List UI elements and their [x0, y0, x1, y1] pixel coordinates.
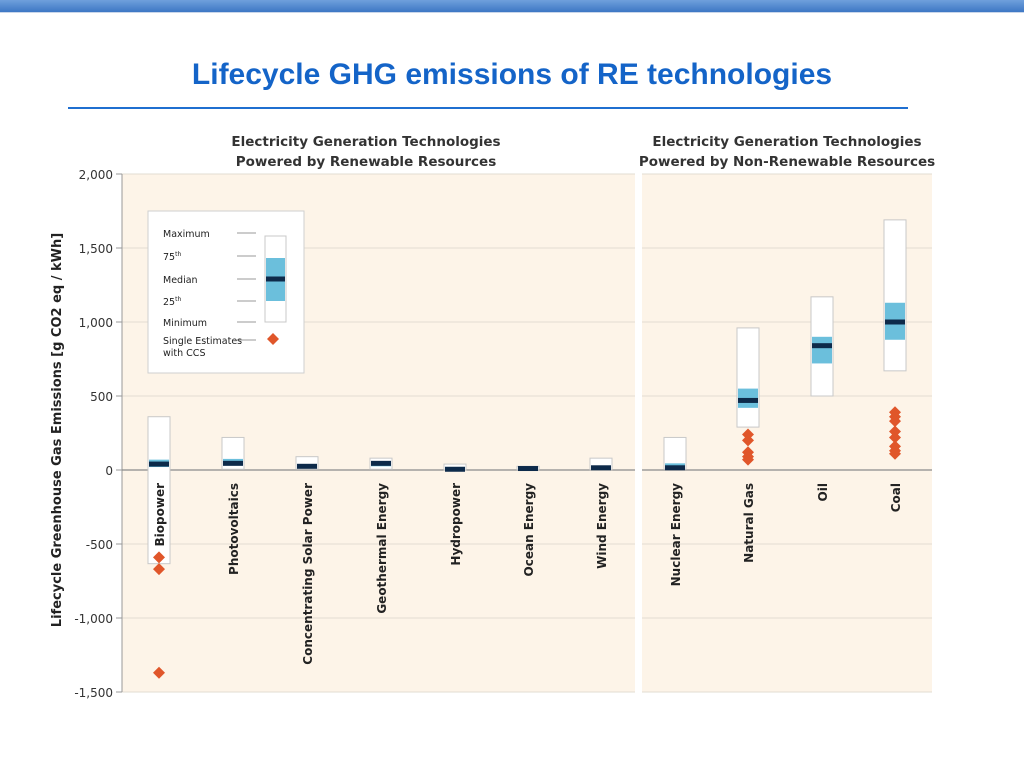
box-coal: [883, 219, 907, 460]
legend-label-median: Median: [163, 275, 198, 286]
category-label: Biopower: [153, 483, 167, 547]
ccs-marker: [889, 431, 901, 444]
y-tick-label: 2,000: [79, 168, 113, 182]
category-label: Hydropower: [449, 483, 463, 566]
panel-title-1: Powered by Renewable Resources: [236, 154, 497, 170]
y-axis-label: Lifecycle Greenhouse Gas Emissions [g CO…: [50, 233, 65, 627]
category-label: Oil: [816, 483, 830, 501]
box-hydropower: [443, 463, 467, 472]
median-bar: [665, 465, 685, 471]
box-geothermal-energy: [369, 457, 393, 470]
median-bar: [371, 460, 391, 466]
panel-title-1: Electricity Generation Technologies: [231, 134, 500, 150]
category-label: Geothermal Energy: [375, 483, 389, 614]
category-label: Photovoltaics: [227, 483, 241, 575]
box-photovoltaics: [221, 436, 245, 470]
median-bar: [518, 466, 538, 472]
median-bar: [885, 319, 905, 325]
median-bar: [223, 460, 243, 466]
category-label: Coal: [889, 483, 903, 512]
legend-label-maximum: Maximum: [163, 229, 210, 240]
ccs-marker: [153, 666, 165, 679]
ccs-marker: [153, 563, 165, 576]
legend-label-ccs: Single Estimates with CCS: [163, 336, 242, 359]
legend-label-25th: 25th: [163, 296, 181, 308]
ccs-marker: [889, 415, 901, 428]
median-bar: [297, 463, 317, 469]
y-tick-label: -500: [86, 538, 113, 552]
box-nuclear-energy: [663, 436, 687, 471]
y-tick-label: 1,500: [79, 242, 113, 256]
y-tick-label: 0: [105, 464, 113, 478]
panel-title-2: Powered by Non-Renewable Resources: [639, 154, 935, 170]
median-bar: [738, 397, 758, 403]
ccs-marker: [742, 453, 754, 466]
category-label: Concentrating Solar Power: [301, 483, 315, 665]
slide-title: Lifecycle GHG emissions of RE technologi…: [191, 58, 833, 91]
y-tick-label: 1,000: [79, 316, 113, 330]
y-tick-label: -1,500: [74, 686, 113, 700]
legend-sample-median: [266, 276, 285, 282]
box-natural-gas: [736, 327, 760, 466]
box-oil: [810, 296, 834, 397]
title-underline: [68, 107, 908, 109]
iqr-box: [812, 336, 832, 364]
legend-ccs-marker: [267, 333, 279, 345]
category-label: Ocean Energy: [522, 483, 536, 577]
range-box: [736, 327, 760, 428]
ccs-marker: [742, 434, 754, 447]
y-tick-label: 500: [90, 390, 113, 404]
legend-label-75th: 75th: [163, 251, 181, 263]
panel-title-2: Electricity Generation Technologies: [652, 134, 921, 150]
y-tick-label: -1,000: [74, 612, 113, 626]
slide-top-bar: [0, 0, 1024, 13]
category-label: Nuclear Energy: [669, 483, 683, 587]
legend-label-minimum: Minimum: [163, 318, 207, 329]
median-bar: [149, 461, 169, 467]
median-bar: [812, 343, 832, 349]
category-label: Wind Energy: [595, 483, 609, 569]
box-wind-energy: [589, 457, 613, 471]
box-concentrating-solar-power: [295, 456, 319, 470]
box-ocean-energy: [516, 465, 540, 472]
category-label: Natural Gas: [742, 483, 756, 563]
legend: Maximum 75th Median 25th Minimum Single Estim…: [147, 210, 305, 374]
median-bar: [445, 466, 465, 472]
ccs-marker: [153, 551, 165, 564]
range-box: [883, 219, 907, 372]
ccs-marker: [889, 447, 901, 460]
median-bar: [591, 465, 611, 471]
box-biopower: [147, 416, 171, 679]
